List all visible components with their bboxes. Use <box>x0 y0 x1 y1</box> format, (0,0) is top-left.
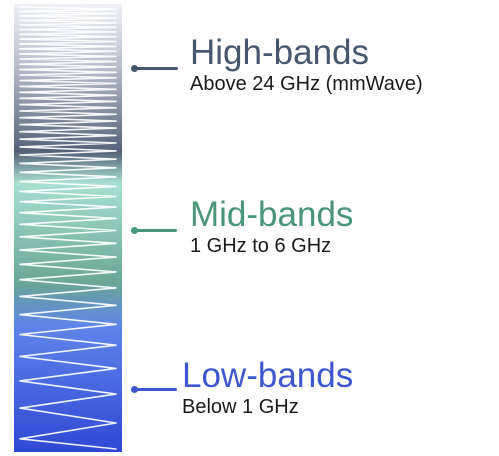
mid-band-label: Mid-bands 1 GHz to 6 GHz <box>190 196 353 258</box>
low-band-label: Low-bands Below 1 GHz <box>182 357 353 419</box>
frequency-wave <box>19 6 117 450</box>
high-band-range: Above 24 GHz (mmWave) <box>190 73 423 95</box>
high-band-label: High-bands Above 24 GHz (mmWave) <box>190 34 423 96</box>
high-band-title: High-bands <box>190 33 369 72</box>
mid-band-connector <box>131 227 177 234</box>
low-band-connector-dot <box>131 386 138 393</box>
mid-band-title: Mid-bands <box>190 195 354 234</box>
mid-band-connector-dot <box>131 227 138 234</box>
low-band-title: Low-bands <box>182 356 354 395</box>
low-band-range: Below 1 GHz <box>182 396 299 418</box>
mid-band-range: 1 GHz to 6 GHz <box>190 235 332 257</box>
high-band-connector-dot <box>131 65 138 72</box>
spectrum-bar <box>14 4 122 452</box>
high-band-connector <box>131 65 178 72</box>
low-band-connector <box>131 386 177 393</box>
